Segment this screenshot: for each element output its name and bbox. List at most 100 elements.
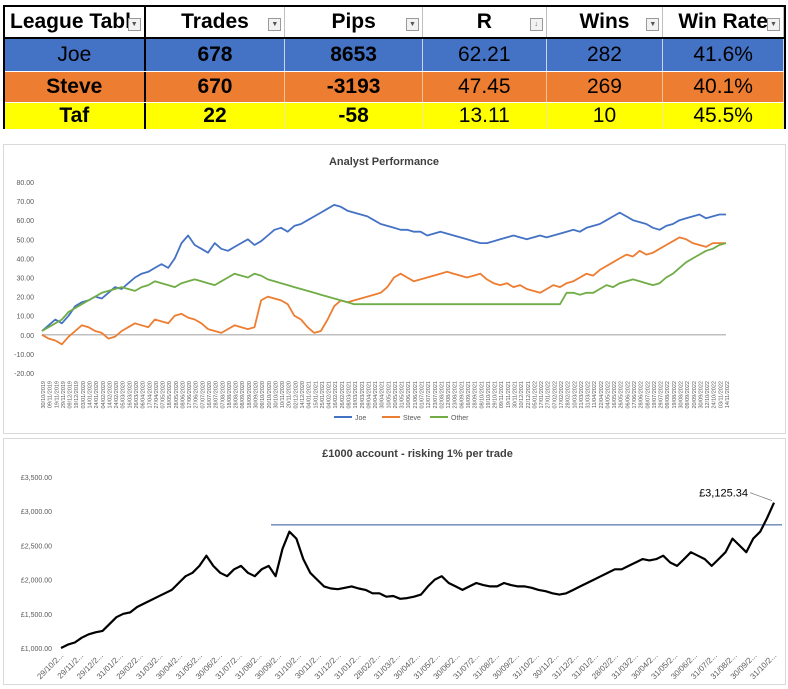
y-tick-label: 30.00 (16, 276, 34, 283)
x-tick-label: 29/10/2021 (493, 381, 499, 409)
x-tick-label: 08/09/2020 (240, 381, 246, 409)
cell-win-rate[interactable]: 41.6% (663, 39, 784, 71)
chart-title: £1000 account - risking 1% per trade (322, 448, 513, 460)
x-tick-label: 14/01/2020 (87, 381, 93, 409)
x-tick-label: 02/08/2021 (439, 381, 445, 409)
cell-wins[interactable]: 269 (547, 72, 664, 102)
cell-r[interactable]: 47.45 (423, 72, 547, 102)
x-tick-label: 22/12/2021 (526, 381, 532, 409)
x-tick-label: 19/11/2019 (54, 381, 60, 408)
cell-win-rate[interactable]: 40.1% (663, 72, 784, 102)
y-tick-label: 80.00 (16, 180, 34, 187)
x-tick-label: 27/01/2022 (546, 381, 552, 409)
table-row-steve: Steve 670 -3193 47.45 269 40.1% (5, 71, 784, 102)
chart-title: Analyst Performance (329, 156, 439, 168)
x-tick-label: 04/02/2021 (327, 381, 333, 409)
x-tick-label: 17/04/2020 (147, 381, 153, 409)
header-r[interactable]: R ↓ (423, 7, 547, 37)
y-tick-label: 70.00 (16, 199, 34, 206)
x-tick-label: 07/05/2020 (161, 381, 167, 409)
cell-wins[interactable]: 10 (547, 103, 664, 129)
header-pips[interactable]: Pips ▼ (285, 7, 423, 37)
filter-dropdown-icon[interactable]: ▼ (646, 18, 660, 31)
x-tick-label: 26/05/2022 (619, 381, 625, 409)
x-tick-label: 07/07/2020 (200, 381, 206, 409)
series-line-other (41, 242, 727, 332)
y-tick-label: 10.00 (16, 314, 34, 321)
x-tick-label: 30/09/2020 (254, 381, 260, 409)
x-tick-label: 21/06/2021 (413, 381, 419, 409)
filter-dropdown-icon[interactable]: ▼ (268, 18, 282, 31)
header-trades[interactable]: Trades ▼ (146, 7, 286, 37)
x-tick-label: 05/03/2020 (121, 381, 127, 409)
x-tick-label: 06/06/2022 (625, 381, 631, 409)
filter-dropdown-icon[interactable]: ▼ (127, 18, 141, 31)
x-tick-label: 05/01/2022 (532, 381, 538, 409)
x-tick-label: 27/06/2020 (194, 381, 200, 409)
y-tick-label: 60.00 (16, 218, 34, 225)
cell-pips[interactable]: -58 (285, 103, 423, 129)
series-line-joe (41, 204, 726, 332)
header-wins[interactable]: Wins ▼ (547, 7, 664, 37)
x-tick-label: 16/09/2021 (466, 381, 472, 409)
cell-r[interactable]: 62.21 (423, 39, 547, 71)
x-tick-label: 14/12/2020 (300, 381, 306, 409)
x-tick-label: 20/11/2020 (287, 381, 293, 408)
x-tick-label: 14/11/2022 (725, 381, 731, 408)
x-tick-label: 28/07/2020 (214, 381, 220, 409)
x-tick-label: 30/08/2022 (679, 381, 685, 409)
filter-dropdown-icon[interactable]: ▼ (405, 18, 419, 31)
x-tick-label: 04/02/2020 (101, 381, 107, 409)
x-tick-label: 19/03/2021 (353, 381, 359, 409)
cell-trades[interactable]: 678 (146, 39, 286, 71)
x-tick-label: 30/10/2020 (273, 381, 279, 409)
analyst-performance-chart[interactable]: Analyst Performance 80.00 70.00 60.00 50.00 4… (3, 144, 786, 434)
cell-wins[interactable]: 282 (547, 39, 664, 71)
cell-name[interactable]: Joe (5, 39, 146, 71)
x-tick-label: 06/09/2021 (459, 381, 465, 409)
cell-r[interactable]: 13.11 (423, 103, 547, 129)
account-growth-chart[interactable]: £1000 account - risking 1% per trade £3,5… (3, 438, 786, 685)
table-header-row: League Tabl ▼ Trades ▼ Pips ▼ R ↓ Wins ▼… (5, 7, 785, 39)
legend-label-joe: Joe (355, 415, 366, 422)
cell-trades[interactable]: 670 (146, 72, 286, 102)
x-tick-label: 29/11/2019 (61, 381, 67, 408)
sort-descending-icon[interactable]: ↓ (529, 18, 543, 31)
x-tick-label: 26/03/2020 (134, 381, 140, 409)
x-tick-label: 08/06/2020 (180, 381, 186, 409)
x-tick-label: 19/08/2022 (672, 381, 678, 409)
cell-name[interactable]: Taf (5, 103, 146, 129)
x-tick-label: 28/02/2022 (566, 381, 572, 409)
header-trades-label: Trades (181, 10, 249, 33)
header-pips-label: Pips (331, 10, 376, 33)
x-tick-label: 03/11/2022 (718, 381, 724, 408)
x-tick-label: 10/05/2021 (386, 381, 392, 409)
cell-pips[interactable]: 8653 (285, 39, 423, 71)
league-table-grid: League Tabl ▼ Trades ▼ Pips ▼ R ↓ Wins ▼… (3, 5, 786, 129)
x-tick-label: 09/09/2022 (685, 381, 691, 409)
x-tick-label: 09/08/2022 (665, 381, 671, 409)
x-tick-label: 16/05/2022 (612, 381, 618, 409)
cell-name[interactable]: Steve (5, 72, 146, 102)
account-growth-svg: £1000 account - risking 1% per trade £3,5… (21, 448, 782, 681)
filter-dropdown-icon[interactable]: ▼ (767, 18, 781, 31)
y-tick-label: 50.00 (16, 237, 34, 244)
x-tick-label: 02/12/2020 (293, 381, 299, 409)
x-tick-label: 25/01/2021 (320, 381, 326, 409)
x-tick-label: 23/07/2021 (433, 381, 439, 409)
header-win-rate[interactable]: Win Rate ▼ (663, 7, 785, 37)
x-tick-label: 30/11/2021 (512, 381, 518, 408)
cell-win-rate[interactable]: 45.5% (663, 103, 784, 129)
x-tick-label: 12/08/2021 (446, 381, 452, 409)
cell-pips[interactable]: -3193 (285, 72, 423, 102)
x-tick-label: 24/10/2022 (712, 381, 718, 409)
x-tick-label: 06/04/2020 (141, 381, 147, 409)
header-name[interactable]: League Tabl ▼ (5, 7, 146, 37)
header-name-label: League Tabl (10, 10, 131, 33)
y-tick-label: £2,500.00 (21, 543, 52, 550)
cell-trades[interactable]: 22 (146, 103, 286, 129)
header-r-label: R (476, 10, 492, 33)
y-tick-label: 40.00 (16, 256, 34, 263)
y-tick-label: -20.00 (14, 371, 34, 378)
x-tick-label: 17/06/2022 (632, 381, 638, 409)
